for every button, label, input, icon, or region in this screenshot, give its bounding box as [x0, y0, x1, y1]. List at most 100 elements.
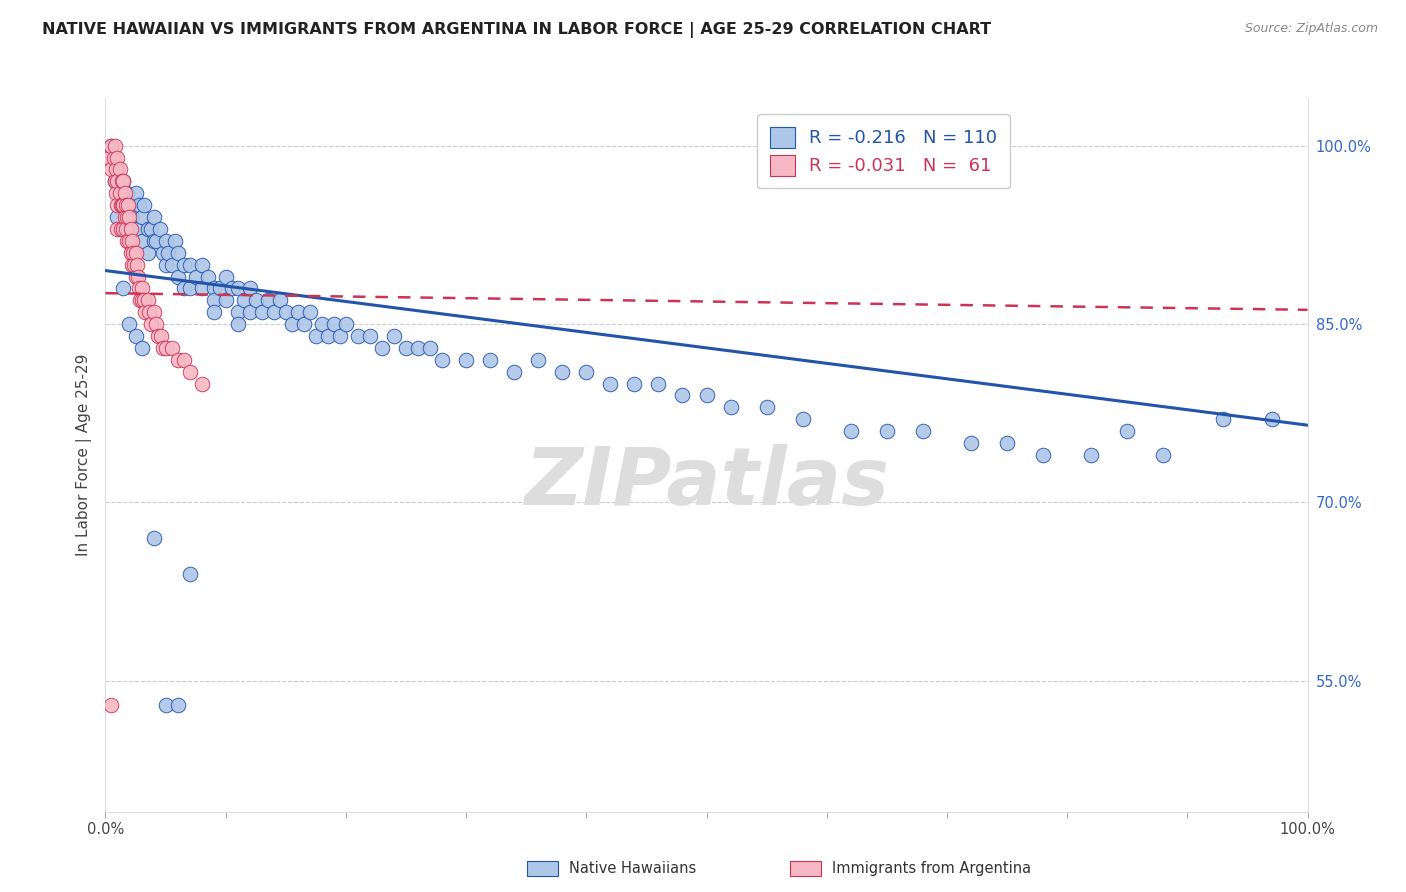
Point	[115, 210, 138, 224]
Point	[876, 424, 898, 438]
Point	[152, 245, 174, 260]
Point	[108, 186, 131, 201]
Point	[148, 329, 170, 343]
Point	[124, 269, 146, 284]
Point	[107, 162, 129, 177]
Point	[115, 222, 138, 236]
Point	[114, 210, 136, 224]
Point	[599, 376, 621, 391]
Point	[124, 258, 146, 272]
Point	[156, 245, 179, 260]
Point	[430, 352, 453, 367]
Point	[256, 293, 278, 308]
Point	[214, 293, 236, 308]
Point	[104, 138, 127, 153]
Point	[100, 138, 122, 153]
Point	[298, 305, 321, 319]
Point	[166, 698, 188, 712]
Point	[120, 245, 142, 260]
Point	[226, 305, 249, 319]
Point	[575, 365, 598, 379]
Point	[104, 174, 127, 188]
Point	[239, 281, 262, 295]
Point	[160, 258, 183, 272]
Point	[118, 234, 141, 248]
Point	[139, 317, 162, 331]
Point	[111, 174, 134, 188]
Point	[110, 222, 132, 236]
Legend: R = -0.216   N = 110, R = -0.031   N =  61: R = -0.216 N = 110, R = -0.031 N = 61	[756, 114, 1010, 188]
Point	[121, 234, 143, 248]
Point	[107, 222, 129, 236]
Point	[136, 245, 159, 260]
Point	[105, 186, 128, 201]
Point	[112, 198, 135, 212]
Point	[136, 222, 159, 236]
Point	[120, 222, 142, 236]
Point	[382, 329, 405, 343]
Point	[226, 317, 249, 331]
Point	[142, 305, 165, 319]
Point	[165, 234, 187, 248]
Y-axis label: In Labor Force | Age 25-29: In Labor Force | Age 25-29	[76, 354, 91, 556]
Point	[124, 245, 146, 260]
Point	[107, 151, 129, 165]
Point	[226, 281, 249, 295]
Point	[792, 412, 814, 426]
Point	[108, 162, 131, 177]
Point	[121, 210, 143, 224]
Point	[98, 151, 121, 165]
Point	[124, 186, 146, 201]
Point	[112, 174, 135, 188]
Point	[131, 341, 153, 355]
Point	[190, 376, 212, 391]
Point	[245, 293, 267, 308]
Point	[148, 222, 170, 236]
Point	[395, 341, 418, 355]
Point	[1080, 448, 1102, 462]
Point	[1032, 448, 1054, 462]
Point	[371, 341, 394, 355]
Point	[527, 352, 550, 367]
Point	[179, 258, 201, 272]
Point	[1152, 448, 1174, 462]
Point	[131, 281, 153, 295]
Point	[269, 293, 291, 308]
Point	[112, 281, 135, 295]
Point	[173, 281, 195, 295]
Point	[995, 436, 1018, 450]
Point	[263, 305, 285, 319]
Point	[305, 329, 328, 343]
Point	[118, 210, 141, 224]
Point	[190, 258, 212, 272]
Point	[155, 341, 177, 355]
Point	[131, 210, 153, 224]
Point	[197, 269, 219, 284]
Text: Source: ZipAtlas.com: Source: ZipAtlas.com	[1244, 22, 1378, 36]
Point	[118, 198, 141, 212]
Point	[134, 305, 156, 319]
Point	[221, 281, 243, 295]
Point	[132, 198, 155, 212]
Point	[208, 281, 231, 295]
Point	[149, 329, 172, 343]
Text: Immigrants from Argentina: Immigrants from Argentina	[832, 861, 1032, 876]
Point	[359, 329, 381, 343]
Point	[108, 186, 131, 201]
Point	[122, 245, 145, 260]
Point	[114, 186, 136, 201]
Point	[107, 174, 129, 188]
Point	[125, 258, 148, 272]
Point	[100, 698, 122, 712]
Point	[911, 424, 934, 438]
Point	[115, 186, 138, 201]
Point	[112, 174, 135, 188]
Point	[623, 376, 645, 391]
Point	[1212, 412, 1234, 426]
Point	[138, 305, 160, 319]
Point	[105, 162, 128, 177]
Point	[311, 317, 333, 331]
Point	[166, 269, 188, 284]
Point	[755, 401, 778, 415]
Point	[322, 317, 344, 331]
